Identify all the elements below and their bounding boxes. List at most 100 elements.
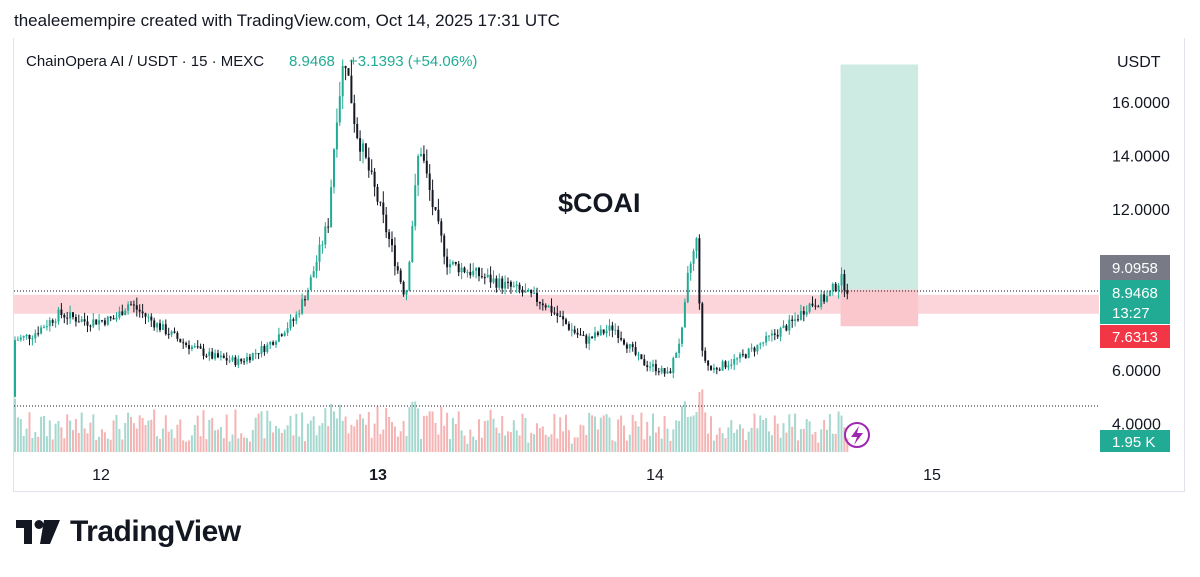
volume-bar <box>788 414 791 452</box>
volume-bar <box>130 416 132 452</box>
candle-body <box>222 355 225 358</box>
volume-bar <box>173 438 176 452</box>
volume-bar <box>272 432 275 452</box>
ticker-annotation[interactable]: $COAI <box>558 188 641 218</box>
current-price-badge <box>1100 280 1170 324</box>
candle-body <box>347 68 350 76</box>
volume-bar <box>356 419 359 452</box>
candle-body <box>660 368 663 373</box>
candle-body <box>335 122 338 150</box>
volume-bar <box>327 426 330 452</box>
candle-body <box>666 371 669 374</box>
candle-body <box>536 292 538 302</box>
candle-body <box>504 281 507 289</box>
candle-body <box>466 271 469 273</box>
candle-body <box>74 317 77 322</box>
volume-bar <box>141 417 144 452</box>
volume-bar <box>678 420 681 452</box>
volume-bar <box>681 406 683 452</box>
volume-bar <box>556 438 559 452</box>
candle-body <box>591 336 594 339</box>
volume-bar <box>605 414 608 452</box>
candle-body <box>130 304 132 306</box>
candle-body <box>83 319 86 322</box>
volume-bar <box>718 427 721 452</box>
volume-bar <box>701 389 704 452</box>
volume-bar <box>785 432 788 452</box>
candle-body <box>565 319 567 324</box>
volume-bar <box>582 425 585 452</box>
volume-bar <box>602 415 605 452</box>
candle-body <box>460 267 463 273</box>
volume-bar <box>617 419 620 452</box>
candle-body <box>147 316 150 318</box>
volume-bar <box>747 431 750 452</box>
volume-bar <box>431 411 434 452</box>
volume-bar <box>457 411 460 452</box>
volume-bar <box>411 401 414 452</box>
volume-bar <box>449 439 451 452</box>
candle-body <box>367 157 370 171</box>
candle-body <box>431 190 434 208</box>
stop-zone[interactable] <box>840 289 919 327</box>
candle-body <box>214 353 217 359</box>
candle-body <box>237 359 240 365</box>
volume-bar <box>840 415 843 452</box>
candle-body <box>594 332 596 339</box>
candle-body <box>301 299 304 314</box>
symbol-label: ChainOpera AI / USDT · 15 · MEXC <box>26 53 264 70</box>
candle-body <box>408 262 411 291</box>
volume-bar <box>382 429 385 452</box>
candle-body <box>417 156 420 186</box>
chart-frame <box>13 38 1185 492</box>
candle-body <box>286 328 289 333</box>
volume-text: 1.95 K <box>1112 434 1155 451</box>
volume-bar <box>286 425 289 452</box>
candle-body <box>640 354 643 360</box>
volume-bar <box>469 429 472 452</box>
volume-bar <box>562 431 565 452</box>
volume-bar <box>776 423 779 452</box>
volume-bar <box>153 409 156 452</box>
candle-body <box>611 325 614 331</box>
candle-body <box>527 289 530 292</box>
volume-bar <box>251 430 254 452</box>
tradingview-brand[interactable]: TradingView <box>16 515 241 549</box>
volume-bar <box>277 428 280 452</box>
volume-bar <box>202 410 205 452</box>
volume-bar <box>167 431 170 452</box>
candle-body <box>451 261 454 265</box>
volume-bar <box>144 425 147 452</box>
volume-bar <box>115 414 118 452</box>
candle-body <box>228 360 231 362</box>
volume-bar <box>463 435 466 452</box>
candle-body <box>295 314 298 321</box>
candle-body <box>48 320 51 327</box>
candle-body <box>66 317 69 319</box>
candle-body <box>420 154 422 157</box>
candle-body <box>243 361 246 363</box>
candle-body <box>765 335 768 343</box>
volume-bar <box>657 426 660 452</box>
volume-bar <box>521 413 524 452</box>
candle-body <box>103 320 106 325</box>
candle-body <box>391 239 393 246</box>
candle-body <box>544 305 547 308</box>
volume-bar <box>103 432 106 452</box>
lightning-icon[interactable] <box>844 422 870 448</box>
target-price-text: 9.0958 <box>1112 260 1158 277</box>
volume-bar <box>524 418 527 452</box>
candle-body <box>364 143 367 158</box>
y-axis-ticks: 4.0000 6.0000 12.0000 14.0000 16.0000 <box>1112 95 1170 434</box>
candle-body <box>182 342 185 344</box>
volume-bar <box>414 401 417 452</box>
candle-body <box>530 289 533 294</box>
candle-body <box>689 263 692 273</box>
candle-body <box>567 323 570 330</box>
volume-bar <box>60 427 63 452</box>
target-zone[interactable] <box>840 64 919 290</box>
candle-body <box>814 305 817 307</box>
volume-bar <box>599 417 602 452</box>
candle-body <box>837 285 840 291</box>
